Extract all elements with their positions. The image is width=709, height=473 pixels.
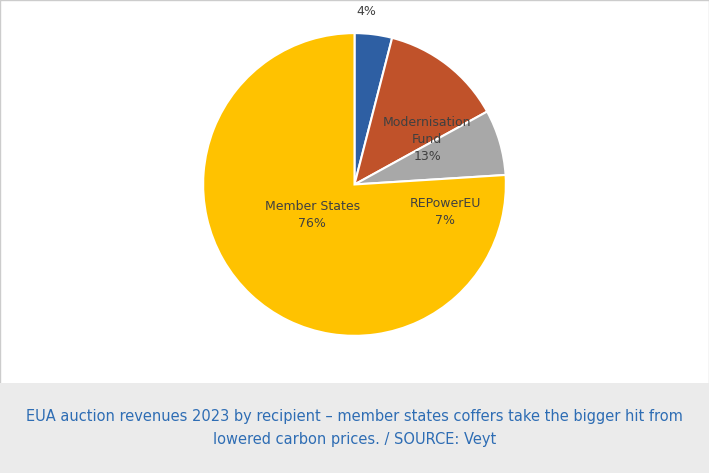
Wedge shape xyxy=(354,38,487,184)
Wedge shape xyxy=(203,33,506,336)
Text: Modernisation
Fund
13%: Modernisation Fund 13% xyxy=(383,115,471,163)
Wedge shape xyxy=(354,33,392,184)
Text: 4%: 4% xyxy=(357,5,376,18)
Wedge shape xyxy=(354,112,506,184)
Text: EUA auction revenues 2023 by recipient – member states coffers take the bigger h: EUA auction revenues 2023 by recipient –… xyxy=(26,410,683,447)
Text: Member States
76%: Member States 76% xyxy=(264,200,359,230)
Text: REPowerEU
7%: REPowerEU 7% xyxy=(410,197,481,227)
